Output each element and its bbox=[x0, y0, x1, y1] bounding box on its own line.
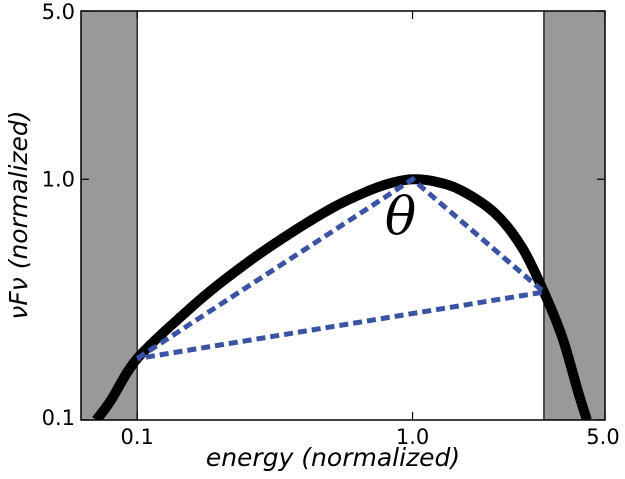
y-tick-label-2: 5.0 bbox=[42, 0, 75, 24]
x-tick-label-2: 5.0 bbox=[586, 425, 619, 449]
spectrum-curve bbox=[92, 174, 592, 420]
y-tick-label-1: 1.0 bbox=[42, 167, 75, 191]
tick-marks bbox=[81, 10, 606, 421]
plot-frame bbox=[80, 10, 606, 421]
shaded-region-1 bbox=[543, 11, 605, 420]
angle-annotation: θ bbox=[385, 188, 416, 248]
tick-labels: 0.1 1.0 5.0 0.1 1.0 5.0 bbox=[42, 0, 620, 449]
shaded-region-0 bbox=[81, 11, 138, 420]
x-tick-label-1: 1.0 bbox=[396, 425, 429, 449]
plot-lines bbox=[92, 174, 592, 420]
x-tick-label-0: 0.1 bbox=[120, 425, 153, 449]
x-axis-label: energy (normalized) bbox=[206, 443, 460, 472]
y-axis-label: νFν (normalized) bbox=[4, 110, 33, 319]
angle-triangle-dotted bbox=[135, 176, 550, 362]
y-tick-label-0: 0.1 bbox=[42, 406, 75, 430]
shaded-regions bbox=[81, 11, 605, 420]
